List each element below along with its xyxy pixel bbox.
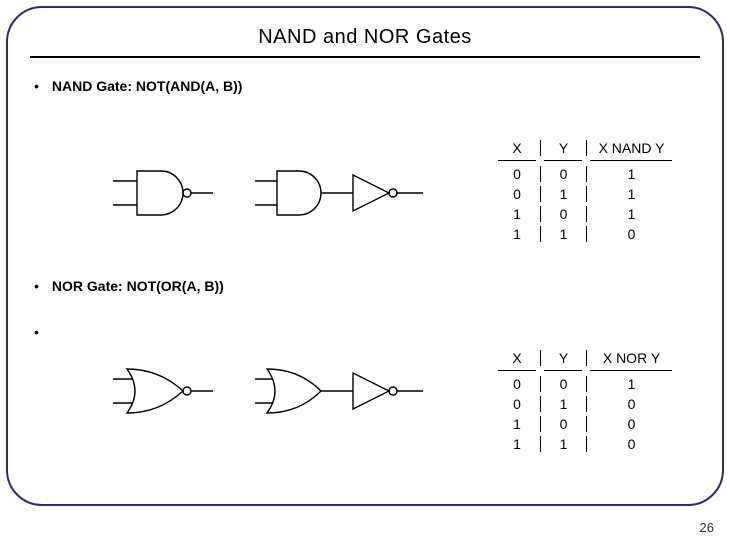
- header-underline: [498, 370, 536, 371]
- bullet-dot-icon: •: [34, 78, 48, 94]
- table-row: 1 0 1: [494, 204, 676, 224]
- cell: 0: [540, 376, 586, 392]
- cell: 1: [540, 396, 586, 412]
- cell: 0: [540, 166, 586, 182]
- title-underline: [30, 56, 700, 58]
- bullet-nand-prefix: NAND Gate:: [52, 78, 136, 94]
- col-header-result: X NOR Y: [586, 350, 676, 366]
- cell: 0: [540, 206, 586, 222]
- bullet-nor-prefix: NOR Gate:: [52, 278, 127, 294]
- table-row: 1 0 0: [494, 414, 676, 434]
- header-underline: [544, 370, 582, 371]
- bullet-nor-expr: NOT(OR(A, B)): [127, 278, 224, 294]
- cell: 0: [586, 436, 676, 452]
- col-header-x: X: [494, 140, 540, 156]
- table-row: 0 0 1: [494, 374, 676, 394]
- table-header-row: X Y X NOR Y: [494, 348, 676, 368]
- col-header-x: X: [494, 350, 540, 366]
- nor-gate-symbol: [113, 361, 223, 421]
- nand-truth-table: X Y X NAND Y 0 0 1 0 1 1 1 0 1 1 1 0: [494, 138, 676, 244]
- header-underline: [590, 160, 672, 161]
- table-header-row: X Y X NAND Y: [494, 138, 676, 158]
- header-underline: [544, 160, 582, 161]
- cell: 1: [540, 436, 586, 452]
- col-header-y: Y: [540, 140, 586, 156]
- bullet-dot-icon: •: [34, 324, 48, 340]
- table-row: 0 0 1: [494, 164, 676, 184]
- cell: 1: [586, 186, 676, 202]
- nor-truth-table: X Y X NOR Y 0 0 1 0 1 0 1 0 0 1 1 0: [494, 348, 676, 454]
- and-not-gate-symbol: [255, 163, 430, 223]
- table-row: 1 1 0: [494, 434, 676, 454]
- bullet-nand-expr: NOT(AND(A, B)): [136, 78, 243, 94]
- cell: 0: [586, 396, 676, 412]
- cell: 1: [494, 436, 540, 452]
- cell: 0: [586, 416, 676, 432]
- header-underline: [590, 370, 672, 371]
- nand-gate-symbol: [113, 163, 223, 223]
- table-row: 0 1 1: [494, 184, 676, 204]
- cell: 1: [586, 166, 676, 182]
- bullet-empty: •: [34, 324, 48, 340]
- bullet-nand: • NAND Gate: NOT(AND(A, B)): [34, 78, 242, 94]
- cell: 0: [586, 226, 676, 242]
- table-row: 0 1 0: [494, 394, 676, 414]
- header-underline: [498, 160, 536, 161]
- cell: 0: [494, 396, 540, 412]
- cell: 1: [540, 226, 586, 242]
- cell: 1: [586, 376, 676, 392]
- cell: 1: [540, 186, 586, 202]
- col-header-result: X NAND Y: [586, 140, 676, 156]
- cell: 0: [494, 186, 540, 202]
- cell: 1: [494, 206, 540, 222]
- or-not-gate-symbol: [255, 361, 430, 421]
- cell: 0: [494, 166, 540, 182]
- cell: 0: [494, 376, 540, 392]
- col-header-y: Y: [540, 350, 586, 366]
- bullet-nor: • NOR Gate: NOT(OR(A, B)): [34, 278, 224, 294]
- table-row: 1 1 0: [494, 224, 676, 244]
- cell: 0: [540, 416, 586, 432]
- slide-title: NAND and NOR Gates: [8, 26, 722, 49]
- cell: 1: [494, 226, 540, 242]
- page-number: 26: [700, 520, 714, 535]
- bullet-dot-icon: •: [34, 278, 48, 294]
- cell: 1: [494, 416, 540, 432]
- slide-frame: NAND and NOR Gates • NAND Gate: NOT(AND(…: [6, 6, 724, 506]
- cell: 1: [586, 206, 676, 222]
